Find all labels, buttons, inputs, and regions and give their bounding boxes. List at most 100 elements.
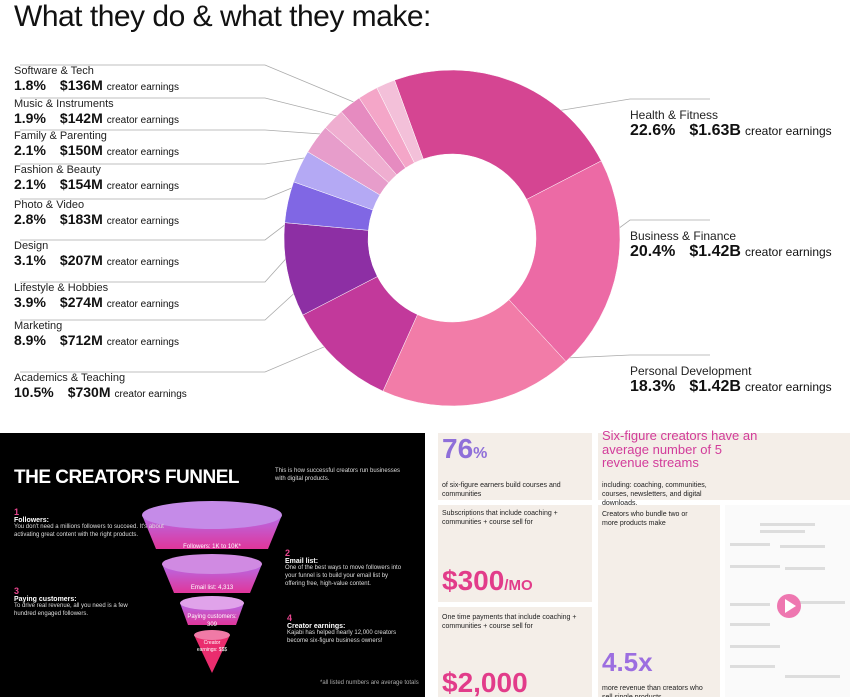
earnings-label: $142M	[59, 110, 103, 126]
earnings-caption: creator earnings	[106, 115, 179, 126]
donut-slice	[394, 69, 602, 200]
donut-chart	[20, 64, 710, 407]
earnings-label: $730M	[67, 384, 111, 400]
category-name: Academics & Teaching	[14, 372, 126, 384]
category-name: Family & Parenting	[14, 130, 107, 142]
value-row: 22.6% $1.63B creator earnings	[630, 122, 832, 140]
earnings-label: $1.63B	[689, 122, 741, 139]
funnel-rim	[180, 596, 244, 610]
category-name: Photo & Video	[14, 199, 85, 211]
funnel-intro: This is how successful creators run busi…	[275, 468, 401, 482]
value-row: 8.9% $712M creator earnings	[14, 332, 179, 348]
slice-label: Lifestyle & Hobbies 3.9% $274M creator earn…	[14, 282, 179, 310]
value-row: 1.8% $136M creator earnings	[14, 77, 179, 93]
slice-label: Fashion & Beauty 2.1% $154M creator earning…	[14, 164, 179, 192]
category-name: Fashion & Beauty	[14, 164, 101, 176]
category-name: Business & Finance	[630, 229, 737, 243]
percent-label: 2.1%	[14, 176, 46, 192]
category-name: Music & Instruments	[14, 98, 114, 110]
comments-graphic	[725, 505, 850, 697]
step-text: To drive real revenue, all you need is a…	[14, 603, 128, 617]
category-name: Design	[14, 240, 49, 252]
percent-label: 1.9%	[14, 110, 46, 126]
percent-label: 18.3%	[630, 378, 676, 395]
stat-number: 76	[442, 433, 474, 464]
stat-unit: %	[473, 445, 488, 462]
slice-label: Design 3.1% $207M creator earnings	[14, 240, 179, 268]
percent-label: 2.1%	[14, 142, 46, 158]
stat-card: One time payments that include coaching …	[438, 607, 592, 697]
percent-label: 8.9%	[14, 332, 46, 348]
value-row: 20.4% $1.42B creator earnings	[630, 243, 832, 261]
value-row: 10.5% $730M creator earnings	[14, 384, 187, 400]
value-row: 18.3% $1.42B creator earnings	[630, 378, 832, 396]
earnings-label: $183M	[59, 211, 103, 227]
percent-label: 22.6%	[630, 122, 676, 139]
funnel-panel: THE CREATOR'S FUNNEL This is how success…	[0, 433, 425, 697]
earnings-label: $1.42B	[689, 378, 741, 395]
earnings-caption: creator earnings	[744, 245, 832, 259]
category-name: Lifestyle & Hobbies	[14, 282, 109, 294]
stat-value: 4.5x	[602, 647, 653, 677]
funnel-step: 3 Paying customers: To drive real revenue,…	[14, 586, 144, 619]
step-heading: Creator earnings:	[287, 623, 346, 630]
slice-label: Photo & Video 2.8% $183M creator earnings	[14, 199, 179, 227]
step-text: You don't need a millions followers to s…	[14, 524, 164, 538]
stat-text: of six-figure earners build courses and …	[442, 482, 561, 499]
earnings-caption: creator earnings	[106, 147, 179, 158]
value-row: 3.1% $207M creator earnings	[14, 252, 179, 268]
earnings-caption: creator earnings	[114, 389, 187, 400]
donut-slice	[376, 79, 424, 164]
funnel-level-label: Paying customers: 309	[187, 614, 237, 628]
funnel-step: 4 Creator earnings: Kajabi has helped near…	[287, 613, 407, 646]
funnel-level	[194, 635, 230, 673]
value-row: 1.9% $142M creator earnings	[14, 110, 179, 126]
slice-label: Family & Parenting 2.1% $150M creator earni…	[14, 130, 179, 158]
stat-text: Creators who bundle two or more products…	[602, 511, 688, 528]
earnings-label: $274M	[59, 294, 103, 310]
value-row: 2.1% $150M creator earnings	[14, 142, 179, 158]
step-text: Kajabi has helped nearly 12,000 creators…	[287, 630, 397, 644]
percent-label: 3.1%	[14, 252, 46, 268]
step-number: 4	[287, 613, 293, 623]
earnings-label: $207M	[59, 252, 103, 268]
stat-value: $300/MO	[442, 565, 533, 597]
stat-number: $300	[442, 565, 505, 596]
stat-text: One time payments that include coaching …	[442, 614, 577, 631]
earnings-label: $150M	[59, 142, 103, 158]
earnings-label: $154M	[59, 176, 103, 192]
stat-card: Subscriptions that include coaching + co…	[438, 505, 592, 602]
earnings-label: $712M	[59, 332, 103, 348]
earnings-caption: creator earnings	[106, 181, 179, 192]
slice-label: Marketing 8.9% $712M creator earnings	[14, 320, 179, 348]
funnel-rim	[162, 554, 262, 574]
earnings-caption: creator earnings	[744, 380, 832, 394]
stat-text: including: coaching, communities, course…	[602, 482, 707, 508]
stat-value: 76%	[442, 433, 487, 465]
stat-card: 76% of six-figure earners build courses …	[438, 433, 592, 500]
step-number: 3	[14, 586, 20, 596]
earnings-label: $136M	[59, 77, 103, 93]
step-number: 1	[14, 507, 20, 517]
step-number: 2	[285, 548, 291, 558]
step-text: One of the best ways to move followers i…	[285, 565, 402, 587]
category-name: Marketing	[14, 320, 63, 332]
value-row: 2.1% $154M creator earnings	[14, 176, 179, 192]
step-heading: Email list:	[285, 558, 319, 565]
stat-card: Creators who bundle two or more products…	[598, 505, 720, 697]
step-heading: Followers:	[14, 517, 50, 524]
percent-label: 2.8%	[14, 211, 46, 227]
funnel-level-label: Creator earnings: $$$	[196, 640, 228, 653]
percent-label: 20.4%	[630, 243, 676, 260]
slice-label: Health & Fitness 22.6% $1.63B creator earni…	[630, 108, 832, 140]
slice-label: Academics & Teaching 10.5% $730M creator ea…	[14, 372, 187, 400]
stat-heading: Six-figure creators have an average numb…	[602, 428, 758, 471]
stat-text: more revenue than creators who sell sing…	[602, 685, 703, 697]
step-heading: Paying customers:	[14, 596, 77, 603]
comment-lines	[730, 523, 845, 678]
funnel-level-label: Followers: 1K to 10K*	[183, 544, 241, 550]
donut-slice	[508, 160, 621, 362]
footnote: *all listed numbers are average totals	[320, 680, 419, 686]
value-row: 3.9% $274M creator earnings	[14, 294, 179, 310]
